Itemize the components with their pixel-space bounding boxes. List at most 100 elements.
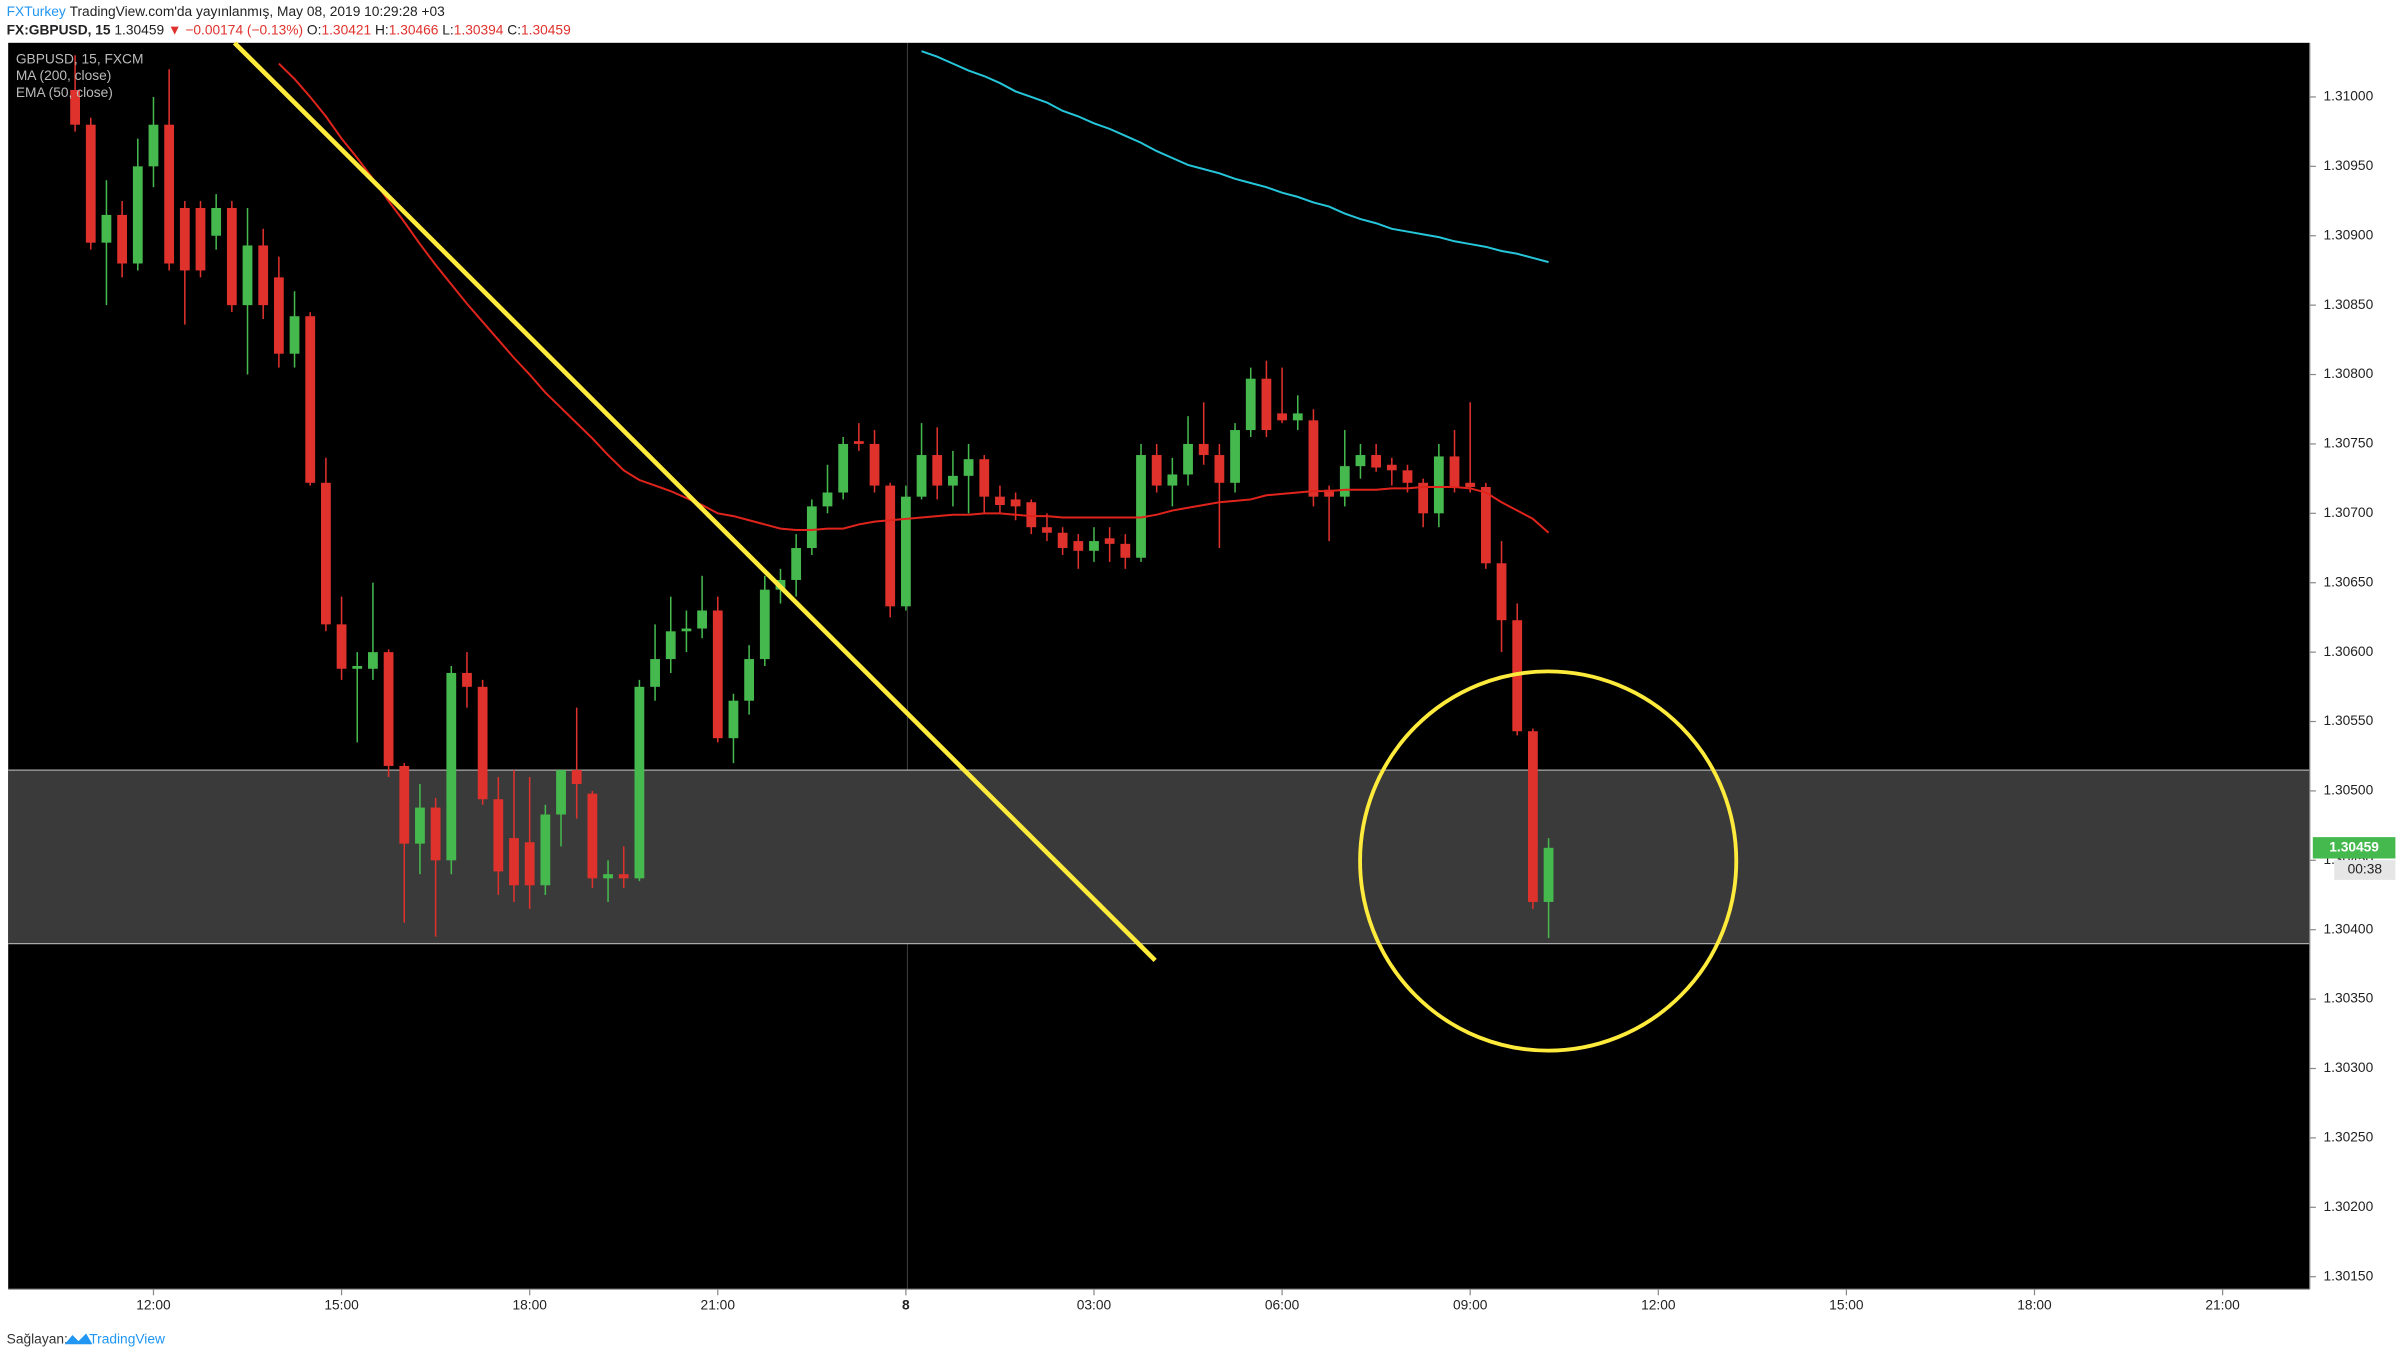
ohlc-label: L: bbox=[442, 22, 453, 37]
candle-body bbox=[1371, 455, 1382, 468]
ohlc-value: 1.30394 bbox=[454, 22, 504, 37]
ohlc-label: O: bbox=[307, 22, 322, 37]
x-tick-label: 15:00 bbox=[1829, 1298, 1864, 1313]
brand: TradingView bbox=[89, 1331, 165, 1346]
ohlc-value: 1.30466 bbox=[389, 22, 439, 37]
candle-body bbox=[1104, 538, 1115, 544]
candle-body bbox=[806, 506, 817, 549]
x-tick-label: 18:00 bbox=[2017, 1298, 2052, 1313]
candle-body bbox=[399, 765, 410, 844]
y-tick-label: 1.30900 bbox=[2324, 227, 2374, 242]
legend-entry: EMA (50, close) bbox=[16, 85, 113, 100]
candle-body bbox=[1324, 489, 1335, 497]
candle-body bbox=[853, 441, 864, 444]
candle-body bbox=[336, 624, 347, 669]
candle-body bbox=[1230, 430, 1240, 483]
candle-body bbox=[759, 589, 770, 660]
candle-body bbox=[509, 838, 519, 886]
plot bbox=[8, 50, 2310, 945]
candle-body bbox=[1418, 482, 1429, 514]
candle-body bbox=[1136, 455, 1146, 558]
candle-body bbox=[226, 207, 237, 306]
y-tick-label: 1.30750 bbox=[2324, 436, 2374, 451]
candle-body bbox=[321, 482, 331, 625]
y-tick-label: 1.30650 bbox=[2324, 574, 2374, 589]
candle-body bbox=[179, 207, 190, 271]
candle-body bbox=[1277, 413, 1287, 421]
ohlc-label: C: bbox=[507, 22, 521, 37]
candle-body bbox=[1480, 486, 1491, 564]
x-tick-label: 12:00 bbox=[1641, 1298, 1676, 1313]
candle-body bbox=[697, 610, 707, 629]
candle-body bbox=[415, 807, 425, 844]
candle-body bbox=[681, 628, 692, 632]
x-tick-label: 21:00 bbox=[2205, 1298, 2240, 1313]
candle-body bbox=[1214, 455, 1225, 483]
x-tick-label: 09:00 bbox=[1453, 1298, 1488, 1313]
candle-body bbox=[979, 459, 990, 497]
candle-body bbox=[117, 214, 128, 264]
candle-body bbox=[932, 455, 943, 486]
y-tick-label: 1.30550 bbox=[2324, 713, 2374, 728]
candle-body bbox=[634, 686, 645, 879]
y-tick-label: 1.30850 bbox=[2324, 297, 2374, 312]
y-tick-label: 1.31000 bbox=[2324, 89, 2374, 104]
provider: Sağlayan: bbox=[7, 1331, 68, 1346]
indicator-line bbox=[921, 50, 1549, 264]
candle-body bbox=[900, 496, 911, 607]
candle-body bbox=[368, 652, 378, 669]
candle-body bbox=[1010, 499, 1021, 507]
candle-body bbox=[540, 814, 551, 886]
ohlc-label: H: bbox=[375, 22, 389, 37]
symbol: FX:GBPUSD, 15 bbox=[7, 22, 111, 37]
candle-body bbox=[1543, 847, 1554, 902]
ohlc-value: 1.30459 bbox=[521, 22, 571, 37]
header-line: FXTurkey TradingView.com'da yayınlanmış,… bbox=[7, 4, 446, 19]
legend-entry: MA (200, close) bbox=[16, 68, 112, 83]
candle-body bbox=[462, 672, 472, 687]
candle-body bbox=[148, 124, 159, 167]
publisher: FXTurkey bbox=[7, 4, 66, 19]
y-tick-label: 1.30250 bbox=[2324, 1130, 2374, 1145]
candle-body bbox=[211, 207, 222, 236]
candle-body bbox=[132, 166, 143, 264]
x-tick-label: 12:00 bbox=[136, 1298, 171, 1313]
candle-body bbox=[791, 548, 802, 580]
candle-body bbox=[85, 124, 96, 243]
y-tick-label: 1.30500 bbox=[2324, 783, 2374, 798]
highlight-circle bbox=[1358, 669, 1739, 1053]
y-tick-label: 1.30300 bbox=[2324, 1060, 2374, 1075]
candle-body bbox=[916, 455, 927, 497]
x-tick-label: 18:00 bbox=[512, 1298, 547, 1313]
candle-body bbox=[1292, 413, 1303, 421]
candle-body bbox=[493, 799, 504, 872]
candle-body bbox=[665, 631, 676, 660]
price-zone bbox=[8, 770, 2310, 944]
candle-body bbox=[963, 459, 974, 476]
candle-body bbox=[273, 277, 284, 354]
candle-body bbox=[1167, 474, 1178, 486]
candle-body bbox=[1261, 378, 1272, 431]
candle-body bbox=[885, 485, 896, 607]
candle-body bbox=[728, 700, 739, 739]
candle-body bbox=[1386, 464, 1397, 471]
candle-body bbox=[1089, 541, 1099, 551]
candle-body bbox=[477, 686, 488, 800]
y-tick-label: 1.30200 bbox=[2324, 1199, 2374, 1214]
candle-body bbox=[744, 659, 755, 701]
candle-body bbox=[1339, 466, 1350, 497]
candle-body bbox=[995, 496, 1005, 506]
candle-body bbox=[587, 793, 598, 879]
x-tick-label: 21:00 bbox=[701, 1298, 736, 1313]
candle-body bbox=[869, 443, 880, 486]
symbol-line: FX:GBPUSD, 15 1.30459 ▼ −0.00174 (−0.13%… bbox=[7, 22, 571, 37]
candle-body bbox=[1402, 470, 1413, 483]
candle-body bbox=[1198, 443, 1209, 456]
indicator-line bbox=[278, 62, 1550, 534]
x-tick-label: 8 bbox=[902, 1298, 910, 1313]
x-tick-label: 15:00 bbox=[324, 1298, 359, 1313]
candle-body bbox=[352, 666, 363, 669]
candle-body bbox=[1308, 420, 1319, 497]
